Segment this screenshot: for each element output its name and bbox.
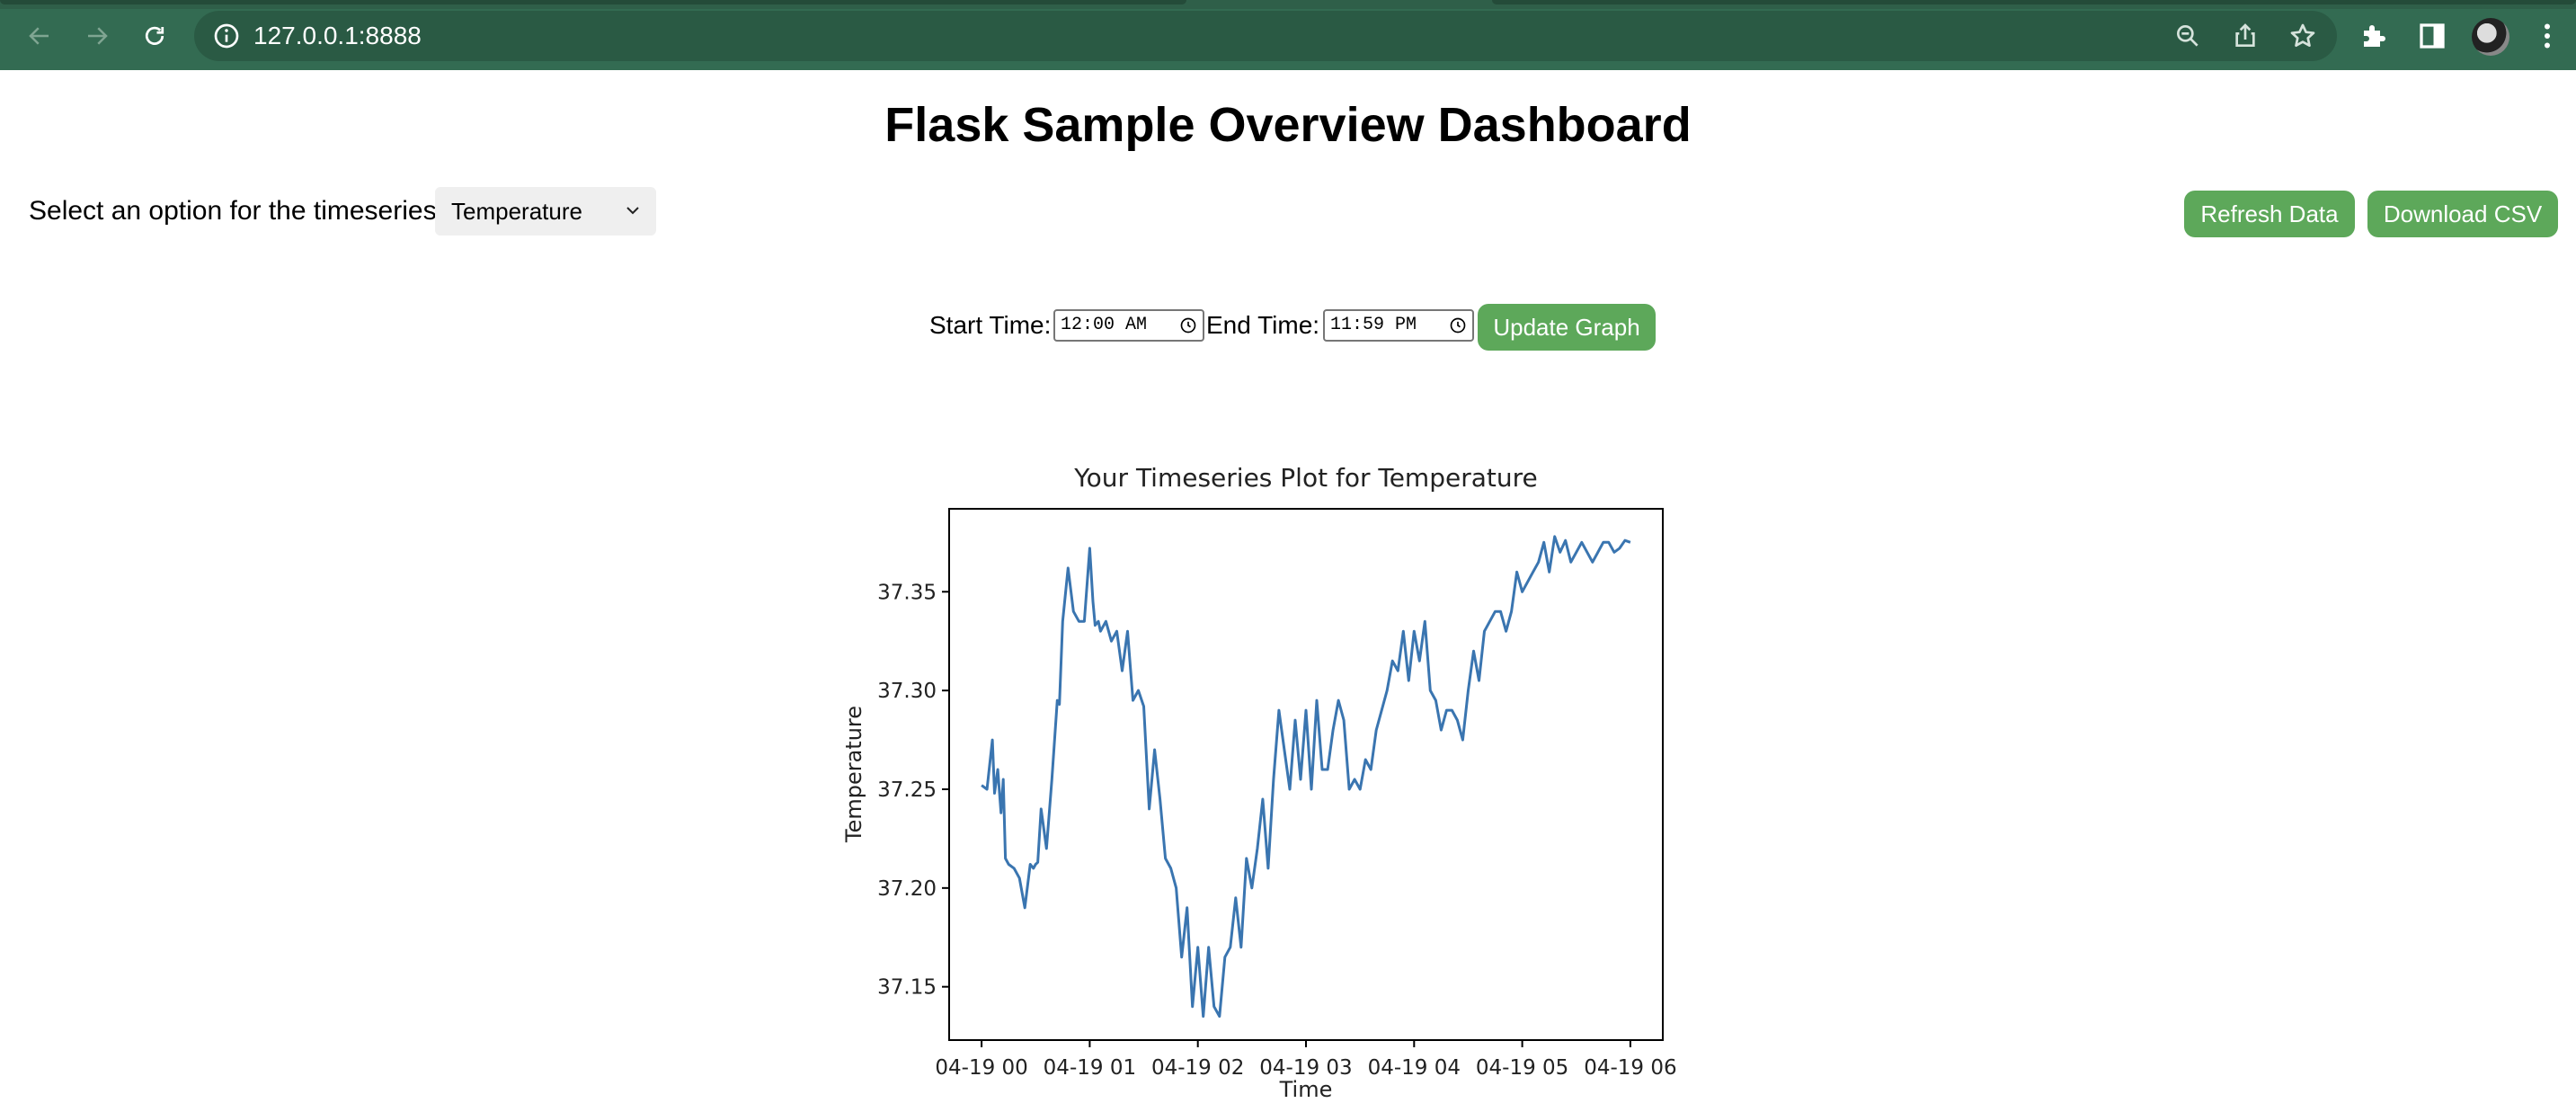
y-axis: 37.15 37.20 37.25 37.30 37.35 [877, 581, 949, 1000]
site-info-icon[interactable] [212, 22, 241, 50]
address-bar[interactable]: 127.0.0.1:8888 [194, 11, 2337, 61]
url-text[interactable]: 127.0.0.1:8888 [253, 22, 422, 49]
zoom-icon[interactable] [2173, 22, 2202, 50]
download-csv-button[interactable]: Download CSV [2367, 191, 2558, 237]
timeseries-chart: Your Timeseries Plot for Temperature 37.… [841, 463, 1677, 1102]
end-time-input[interactable]: 11:59 PM [1323, 309, 1474, 342]
y-tick-label: 37.25 [877, 778, 937, 802]
y-tick-label: 37.30 [877, 680, 937, 703]
tab-edge [0, 0, 1186, 4]
side-panel-icon[interactable] [2416, 20, 2448, 52]
x-axis-label: Time [1279, 1077, 1333, 1102]
page-title: Flask Sample Overview Dashboard [884, 98, 1692, 152]
x-tick-label: 04-19 01 [1044, 1056, 1136, 1080]
y-axis-label: Temperature [841, 706, 866, 843]
end-time-value: 11:59 PM [1330, 315, 1417, 335]
x-tick-label: 04-19 02 [1151, 1056, 1244, 1080]
start-time-label: Start Time: [929, 311, 1052, 339]
kebab-menu-icon[interactable] [2531, 20, 2563, 52]
tab-strip [0, 0, 2576, 9]
start-time-value: 12:00 AM [1061, 315, 1148, 335]
x-axis: 04-19 00 04-19 01 04-19 02 04-19 03 04-19 04… [935, 1040, 1677, 1080]
start-time-input[interactable]: 12:00 AM [1053, 309, 1204, 342]
y-tick-label: 37.35 [877, 581, 937, 604]
update-graph-button[interactable]: Update Graph [1478, 304, 1656, 351]
y-tick-label: 37.15 [877, 976, 937, 1000]
x-tick-label: 04-19 04 [1368, 1056, 1461, 1080]
tab-edge [1492, 0, 2576, 4]
chart-title: Your Timeseries Plot for Temperature [1073, 463, 1537, 493]
series-line-temperature [981, 535, 1631, 1019]
refresh-data-button[interactable]: Refresh Data [2184, 191, 2355, 237]
x-tick-label: 04-19 06 [1584, 1056, 1676, 1080]
share-icon[interactable] [2231, 22, 2260, 50]
chevron-down-icon [626, 207, 639, 215]
bookmark-star-icon[interactable] [2288, 22, 2317, 50]
timeseries-select[interactable]: Temperature [435, 187, 656, 236]
x-tick-label: 04-19 05 [1476, 1056, 1568, 1080]
plot-area [948, 508, 1664, 1041]
forward-icon[interactable] [77, 16, 117, 56]
extensions-icon[interactable] [2358, 20, 2391, 52]
timeseries-select-value: Temperature [451, 198, 582, 225]
clock-icon[interactable] [1179, 316, 1197, 334]
x-tick-label: 04-19 00 [935, 1056, 1027, 1080]
profile-avatar[interactable] [2472, 18, 2509, 56]
reload-icon[interactable] [135, 16, 174, 56]
y-tick-label: 37.20 [877, 877, 937, 901]
x-tick-label: 04-19 03 [1259, 1056, 1352, 1080]
back-icon[interactable] [20, 16, 59, 56]
end-time-label: End Time: [1206, 311, 1320, 339]
clock-icon[interactable] [1449, 316, 1467, 334]
timeseries-select-label: Select an option for the timeseries: [29, 196, 444, 226]
browser-toolbar: 127.0.0.1:8888 [0, 0, 2576, 70]
